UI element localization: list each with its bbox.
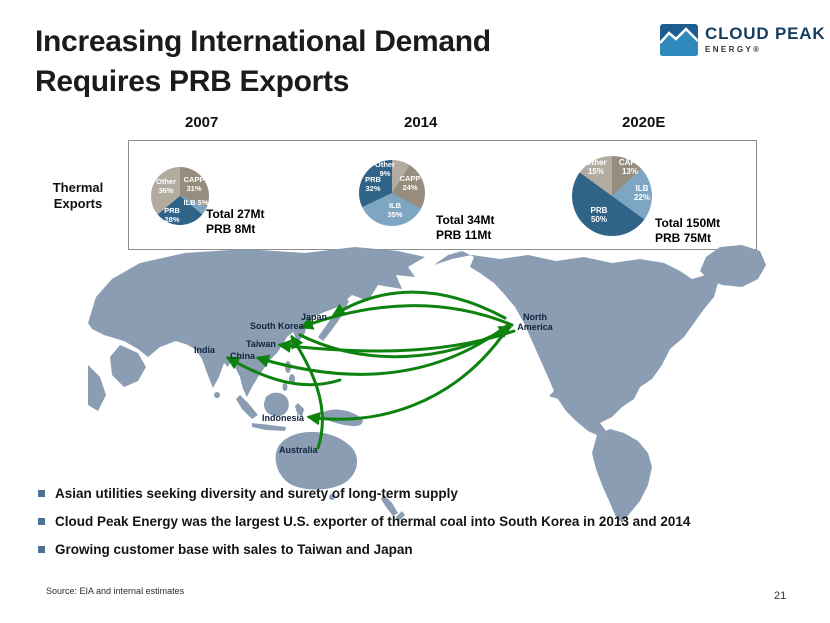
bullet-text: Growing customer base with sales to Taiw… — [55, 542, 413, 557]
sumatra — [236, 395, 258, 419]
route-asia-na-return — [298, 325, 513, 359]
thermal-exports-panel — [128, 140, 757, 250]
route-na-china — [255, 322, 511, 376]
arabia-landmass — [110, 345, 146, 387]
pie-chart-2014: Other 9% CAPP 24% ILB 35% PRB 32% — [359, 160, 425, 226]
pie-chart-2007: CAPP 31% ILB 5% PRB 28% Other 36% — [151, 167, 209, 225]
tasmania — [329, 494, 335, 500]
bullet-square-icon — [38, 490, 45, 497]
route-india — [225, 356, 342, 387]
pie-slice-label: Other 9% — [374, 160, 395, 178]
world-map — [88, 245, 766, 523]
logo-text: CLOUD PEAK ENERGY® — [705, 24, 825, 54]
map-label-australia: Australia — [279, 445, 318, 455]
pie-2007 — [151, 167, 209, 225]
pie-slice-label: CAPP 13% — [618, 158, 642, 176]
year-2020e: 2020E — [622, 114, 666, 131]
new-guinea — [322, 409, 363, 427]
bullet-text: Cloud Peak Energy was the largest U.S. e… — [55, 514, 691, 529]
south-america-landmass — [592, 429, 652, 523]
philippines — [282, 383, 288, 391]
map-label-india: India — [194, 345, 216, 355]
route-na-indonesia — [306, 327, 509, 426]
africa-edge — [88, 365, 106, 411]
logo-subtitle: ENERGY® — [705, 45, 762, 54]
asia-landmass — [88, 247, 425, 397]
pie-chart-2020e: CAPP 13% ILB 22% PRB 50% Other 15% — [572, 156, 652, 236]
logo-name: CLOUD PEAK — [705, 24, 826, 43]
north-america-landmass — [434, 251, 718, 435]
route-na-south-korea — [299, 304, 514, 330]
pie-slice-label: ILB 5% — [183, 198, 209, 207]
map-label-south-korea: South Korea — [250, 321, 304, 331]
sri-lanka — [214, 392, 220, 398]
source-note: Source: EIA and internal estimates — [46, 586, 185, 596]
bullet-square-icon — [38, 518, 45, 525]
route-na-japan — [331, 290, 507, 320]
pie-slice-label: PRB 50% — [590, 206, 608, 224]
new-zealand — [396, 511, 405, 521]
new-zealand — [381, 495, 398, 516]
total-2007: Total 27Mt PRB 8Mt — [206, 207, 265, 236]
page-title: Increasing International Demand Requires… — [35, 22, 491, 102]
total-2014: Total 34Mt PRB 11Mt — [436, 213, 495, 242]
map-label-taiwan: Taiwan — [246, 339, 276, 349]
bullet-item: Growing customer base with sales to Taiw… — [38, 542, 810, 557]
bullet-item: Asian utilities seeking diversity and su… — [38, 486, 810, 501]
pie-slice-label: CAPP 31% — [183, 175, 205, 193]
total-2020e: Total 150Mt PRB 75Mt — [655, 216, 721, 245]
bullet-item: Cloud Peak Energy was the largest U.S. e… — [38, 514, 810, 529]
greenland — [700, 245, 766, 287]
map-label-indonesia: Indonesia — [262, 413, 305, 423]
pie-slice-label: PRB 32% — [365, 175, 381, 193]
company-logo: CLOUD PEAK ENERGY® — [660, 24, 825, 56]
year-2014: 2014 — [404, 114, 438, 131]
pie-slice-label: CAPP 24% — [399, 174, 421, 192]
sulawesi — [295, 403, 304, 417]
map-label-japan: Japan — [301, 312, 328, 322]
java — [252, 423, 286, 431]
thermal-exports-label: Thermal Exports — [52, 180, 104, 211]
pie-slice-label: ILB 22% — [633, 184, 650, 202]
bullet-square-icon — [38, 546, 45, 553]
page-number: 21 — [774, 590, 787, 602]
borneo — [263, 392, 289, 417]
pie-slice-label: ILB 35% — [387, 201, 403, 219]
map-label-china: China — [230, 351, 256, 361]
pie-slice-label: Other 15% — [585, 158, 607, 176]
pie-slice-label: Other 36% — [155, 177, 176, 195]
year-2007: 2007 — [185, 114, 219, 131]
pie-slice-label: PRB 28% — [164, 206, 180, 224]
pie-2014 — [359, 160, 425, 226]
taiwan-island — [270, 344, 276, 354]
map-label-north-america: North America — [517, 312, 553, 332]
cloud-peak-mountain-icon — [660, 24, 698, 56]
australia-landmass — [275, 431, 358, 490]
pie-2020e — [572, 156, 652, 236]
bullet-text: Asian utilities seeking diversity and su… — [55, 486, 458, 501]
title-line-1: Increasing International Demand — [35, 25, 491, 58]
title-line-2: Requires PRB Exports — [35, 65, 350, 98]
route-australia-asia — [290, 334, 324, 450]
